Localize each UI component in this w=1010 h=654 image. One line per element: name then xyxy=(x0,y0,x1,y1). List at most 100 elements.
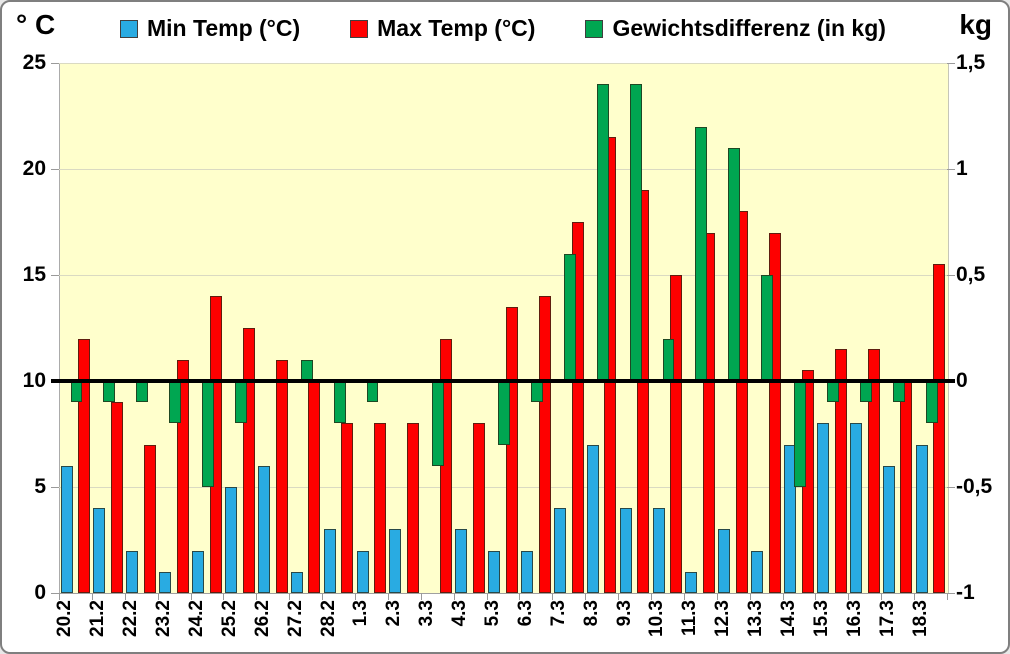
legend-item-max-temp: Max Temp (°C) xyxy=(350,15,535,42)
left-axis-tick-label: 10 xyxy=(22,369,46,392)
x-axis-tickmark xyxy=(124,593,126,600)
bar-max-temp-22.2 xyxy=(143,444,156,593)
legend-item-gewichtsdifferenz: Gewichtsdifferenz (in kg) xyxy=(585,15,886,42)
x-axis-label: 18.3 xyxy=(909,600,931,637)
x-axis-label: 12.3 xyxy=(712,600,734,637)
bar-min-temp-16.3 xyxy=(849,423,862,593)
x-axis-label: 22.2 xyxy=(120,600,142,637)
bar-gewichtsdifferenz-22.2 xyxy=(136,381,149,403)
bar-max-temp-17.3 xyxy=(900,381,913,593)
bar-min-temp-2.3 xyxy=(389,529,402,593)
left-axis-tick-label: 0 xyxy=(34,581,46,604)
x-axis-tickmark xyxy=(91,593,93,600)
gridline-15 xyxy=(59,274,947,276)
bar-gewichtsdifferenz-23.2 xyxy=(169,381,182,424)
x-axis-label: 25.2 xyxy=(218,600,240,637)
x-axis-tickmark xyxy=(322,593,324,600)
x-axis-tickmark xyxy=(256,593,258,600)
bar-min-temp-25.2 xyxy=(224,487,237,593)
bar-min-temp-15.3 xyxy=(816,423,829,593)
x-axis-tickmark xyxy=(782,593,784,600)
bar-gewichtsdifferenz-3.3 xyxy=(432,381,445,466)
x-axis-tickmark xyxy=(618,593,620,600)
bar-min-temp-1.3 xyxy=(356,550,369,593)
x-axis-label: 1.3 xyxy=(350,600,372,627)
left-axis-tickmark xyxy=(51,63,59,64)
left-axis-tick-label: 25 xyxy=(22,51,46,74)
x-axis-label: 4.3 xyxy=(449,600,471,627)
bar-min-temp-11.3 xyxy=(685,571,698,593)
x-axis-tickmark xyxy=(486,593,488,600)
bar-max-temp-28.2 xyxy=(341,423,354,593)
bar-max-temp-1.3 xyxy=(374,423,387,593)
left-axis-tick-label: 15 xyxy=(22,263,46,286)
right-axis-tickmark xyxy=(947,275,955,276)
legend-item-min-temp: Min Temp (°C) xyxy=(120,15,300,42)
bar-gewichtsdifferenz-10.3 xyxy=(662,338,675,381)
bar-gewichtsdifferenz-28.2 xyxy=(333,381,346,424)
bar-gewichtsdifferenz-5.3 xyxy=(498,381,510,445)
x-axis-line xyxy=(59,593,947,594)
right-axis-tick-label: 1 xyxy=(956,157,968,180)
bar-gewichtsdifferenz-24.2 xyxy=(202,381,214,487)
bar-min-temp-4.3 xyxy=(455,529,468,593)
right-axis-tickmark xyxy=(947,169,955,170)
bar-min-temp-17.3 xyxy=(882,465,895,593)
right-axis-tick-label: 0 xyxy=(956,369,968,392)
legend-label-max-temp: Max Temp (°C) xyxy=(377,15,536,41)
x-axis-label: 28.2 xyxy=(317,600,339,637)
bar-gewichtsdifferenz-14.3 xyxy=(794,381,806,487)
x-axis-tickmark xyxy=(420,593,422,600)
right-axis-tickmark xyxy=(947,487,955,488)
bar-min-temp-9.3 xyxy=(619,508,632,593)
x-axis-tickmark xyxy=(947,593,948,600)
x-axis-label: 13.3 xyxy=(745,600,767,637)
legend: Min Temp (°C) Max Temp (°C) Gewichtsdiffer… xyxy=(120,15,886,42)
x-axis-tickmark xyxy=(815,593,817,600)
x-axis-label: 5.3 xyxy=(482,600,503,627)
x-axis-tickmark xyxy=(289,593,291,600)
x-axis-label: 3.3 xyxy=(416,600,438,627)
bar-min-temp-26.2 xyxy=(257,465,270,593)
x-axis-label: 24.2 xyxy=(186,600,207,637)
right-axis-tick-label: -1 xyxy=(956,581,975,604)
legend-swatch-min-temp xyxy=(120,19,138,38)
x-axis-label: 2.3 xyxy=(383,600,405,627)
plot-area xyxy=(59,63,949,593)
bar-max-temp-4.3 xyxy=(472,423,485,593)
bar-max-temp-21.2 xyxy=(111,402,124,593)
x-axis-tickmark xyxy=(453,593,455,600)
x-axis-tickmark xyxy=(651,593,652,600)
bar-gewichtsdifferenz-9.3 xyxy=(629,84,642,381)
bar-gewichtsdifferenz-15.3 xyxy=(827,381,839,403)
x-axis-label: 7.3 xyxy=(547,600,569,627)
bar-max-temp-20.2 xyxy=(78,338,91,593)
x-axis-label: 11.3 xyxy=(679,600,701,636)
x-axis-label: 16.3 xyxy=(843,600,865,637)
zero-baseline xyxy=(51,379,955,383)
x-axis-tickmark xyxy=(223,593,225,600)
bar-max-temp-16.3 xyxy=(867,349,880,593)
left-axis-tick-label: 20 xyxy=(22,157,46,180)
bar-gewichtsdifferenz-25.2 xyxy=(235,381,247,424)
x-axis-label: 10.3 xyxy=(646,600,668,637)
x-axis-tickmark xyxy=(881,593,883,600)
x-axis-tickmark xyxy=(914,593,916,600)
bar-min-temp-14.3 xyxy=(784,444,797,593)
right-axis-tick-label: 1,5 xyxy=(956,51,986,74)
gridline-20 xyxy=(59,168,947,170)
left-axis-tickmark xyxy=(51,593,59,594)
bar-gewichtsdifferenz-20.2 xyxy=(70,381,83,403)
bar-max-temp-18.3 xyxy=(933,264,946,593)
right-axis-tick-label: 0,5 xyxy=(956,263,986,286)
bar-gewichtsdifferenz-6.3 xyxy=(531,381,543,403)
x-axis-tickmark xyxy=(716,593,718,600)
x-axis-label: 21.2 xyxy=(87,600,109,637)
x-axis-tickmark xyxy=(355,593,356,600)
bar-gewichtsdifferenz-13.3 xyxy=(761,275,774,381)
bar-max-temp-5.3 xyxy=(505,306,518,593)
right-axis-tick-label: -0,5 xyxy=(956,475,993,498)
legend-label-min-temp: Min Temp (°C) xyxy=(147,15,301,41)
x-axis-tickmark xyxy=(683,593,685,600)
x-axis-label: 26.2 xyxy=(251,600,273,637)
